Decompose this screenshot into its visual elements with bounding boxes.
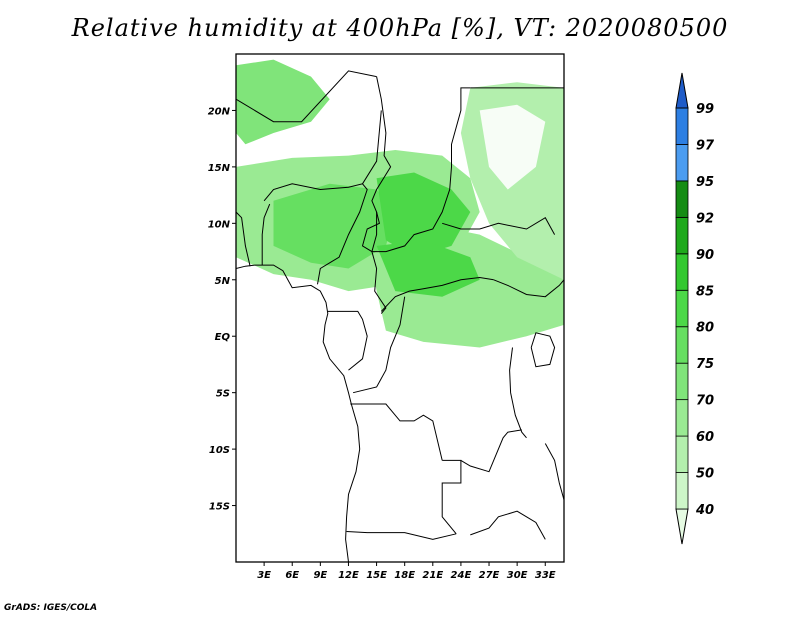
lon-tick-label: 21E	[422, 570, 443, 581]
colorbar-segment	[675, 435, 689, 473]
lon-tick-label: 15E	[366, 570, 387, 581]
lat-tick-label: 10S	[209, 445, 230, 456]
car-drc	[380, 276, 494, 312]
chad-moist-core	[376, 172, 471, 258]
angola-zambia	[441, 459, 462, 535]
colorbar-label: 90	[696, 248, 714, 263]
colorbar-label: 95	[696, 175, 714, 190]
lat-tick-label: 20N	[208, 106, 231, 117]
lat-tick-label: 10N	[208, 219, 231, 230]
borders-layer	[236, 70, 564, 562]
colorbar-segment	[675, 253, 689, 291]
colorbar-segment	[675, 362, 689, 401]
lon-tick-label: 12E	[338, 570, 359, 581]
colorbar-label: 80	[696, 321, 714, 336]
colorbar-segment	[675, 216, 689, 255]
drc-angola-north	[350, 403, 443, 461]
colorbar-top-triangle	[675, 72, 689, 109]
lake-victoria-region	[530, 332, 556, 368]
congo-drc	[352, 296, 406, 394]
latitude-axis: 20N 15N 10N 5N EQ 5S 10S 15S	[208, 106, 236, 513]
longitude-axis: 3E 6E 9E 12E 15E 18E 21E 24E 27E 30E 33E	[257, 562, 556, 581]
map-frame	[235, 53, 565, 563]
colorbar-bottom-triangle	[675, 508, 689, 545]
togo-ghana	[236, 211, 251, 267]
colorbar-label: 75	[696, 357, 714, 372]
lat-tick-label: 15N	[208, 163, 231, 174]
cameroon-car	[371, 212, 387, 314]
colorbar-label: 99	[696, 102, 714, 117]
lat-tick-label: 5N	[215, 276, 231, 287]
colorbar-segment	[675, 326, 689, 364]
lat-tick-label: 15S	[209, 502, 230, 513]
colorbar-segment	[675, 399, 689, 437]
south-sudan-uganda-drc	[493, 279, 564, 298]
south-sudan-sudan	[442, 217, 556, 235]
east-african-rift	[509, 347, 527, 439]
colorbar-label: 50	[696, 467, 714, 482]
eastern-dry-core	[479, 104, 546, 190]
zambia-drc	[460, 429, 522, 473]
zimbabwe-zambia	[470, 510, 546, 540]
colorbar-segment	[675, 144, 689, 182]
colorbar-segment	[675, 289, 689, 328]
colorbar-label: 97	[696, 138, 715, 153]
map-title: Relative humidity at 400hPa [%], VT: 202…	[71, 14, 729, 42]
lon-tick-label: 27E	[479, 570, 500, 581]
algeria-niger-mali-east	[236, 70, 377, 123]
car-moist-core	[376, 240, 480, 297]
colorbar-label: 40	[695, 503, 714, 518]
colorbar-label: 70	[696, 394, 714, 409]
lon-tick-label: 6E	[285, 570, 299, 581]
grads-credit: GrADS: IGES/COLA	[4, 603, 98, 613]
colorbar-segment	[675, 472, 689, 510]
lon-tick-label: 24E	[451, 570, 472, 581]
lat-tick-label: 5S	[216, 389, 230, 400]
coastline-west-africa	[236, 264, 361, 562]
colorbar-segment	[675, 180, 689, 218]
colorbar-segment	[675, 107, 689, 145]
lon-tick-label: 3E	[257, 570, 271, 581]
colorbar: 40 50 60 70 75 80 85 90 92 95 97 99	[675, 72, 715, 545]
lon-tick-label: 18E	[394, 570, 415, 581]
niger-nigeria	[263, 183, 368, 285]
lat-tick-label: EQ	[215, 332, 231, 343]
colorbar-label: 60	[696, 430, 714, 445]
lon-tick-label: 33E	[535, 570, 556, 581]
angola-namibia	[346, 531, 457, 540]
colorbar-label: 92	[696, 211, 714, 226]
niger-chad	[362, 110, 382, 185]
gabon-congo	[327, 310, 368, 371]
northwest-moist-region	[236, 59, 330, 145]
lon-tick-label: 9E	[313, 570, 327, 581]
lon-tick-label: 30E	[507, 570, 528, 581]
colorbar-label: 85	[696, 284, 714, 299]
mozambique-malawi	[544, 443, 564, 501]
benin-nigeria	[261, 203, 271, 266]
